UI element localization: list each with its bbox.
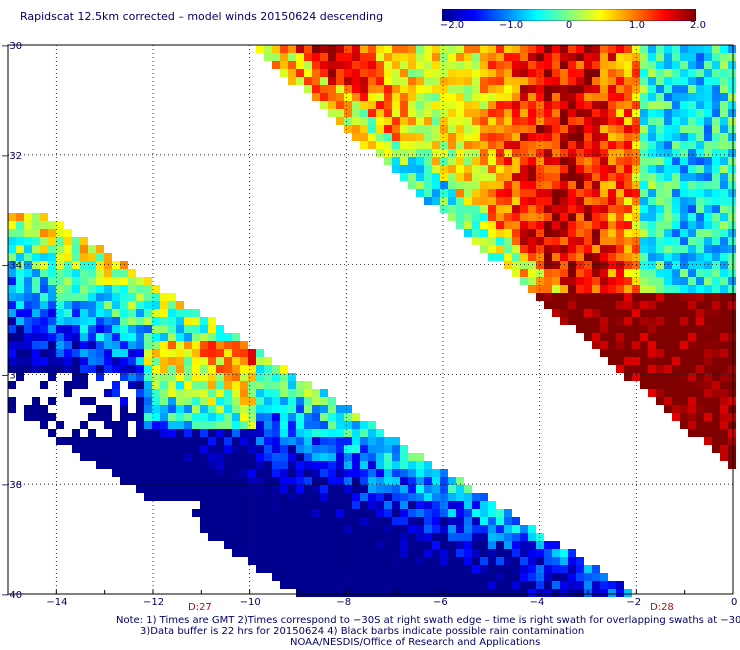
lat-label-38: −38 (1, 480, 22, 491)
colorbar-label-neg1: −1.0 (498, 20, 524, 31)
lat-lon-grid (8, 45, 733, 594)
wind-difference-map: −30 −32 −34 −36 −38 −40 −14 −12 −10 −8 −… (1, 41, 737, 612)
colorbar-label-pos1: 1.0 (629, 20, 645, 31)
lon-label-10: −10 (240, 597, 261, 608)
colorbar (442, 9, 696, 21)
colorbar-label-max: 2.0 (690, 20, 706, 31)
swath-data-pixels (8, 45, 736, 597)
colorbar-label-min: −2.0 (439, 20, 465, 31)
lon-label-14: −14 (46, 597, 67, 608)
swath-date-label-d28: D:28 (650, 602, 674, 612)
note-line-2: 3)Data buffer is 22 hrs for 20150624 4) … (140, 626, 585, 637)
lon-label-8: −8 (336, 597, 351, 608)
lat-label-36: −36 (1, 370, 22, 381)
lon-label-0: 0 (731, 597, 737, 608)
axis-ticks (7, 590, 734, 594)
lat-label-34: −34 (1, 261, 22, 272)
lon-label-4: −4 (530, 597, 545, 608)
lat-label-40: −40 (1, 590, 22, 601)
map-frame (7, 44, 734, 595)
swath-date-label-d27: D:27 (188, 602, 212, 612)
lat-label-30: −30 (1, 41, 22, 52)
lat-label-32: −32 (1, 151, 22, 162)
lon-label-2: −2 (626, 597, 641, 608)
lon-label-6: −6 (433, 597, 448, 608)
note-line-3: NOAA/NESDIS/Office of Research and Appli… (290, 637, 541, 648)
lon-label-12: −12 (143, 597, 164, 608)
figure-title: Rapidscat 12.5km corrected – model winds… (20, 10, 384, 23)
note-line-1: Note: 1) Times are GMT 2)Times correspon… (116, 615, 740, 626)
colorbar-label-zero: 0 (565, 20, 573, 31)
